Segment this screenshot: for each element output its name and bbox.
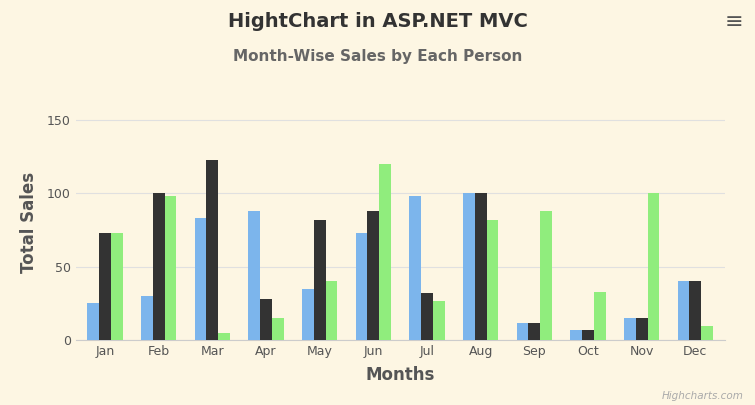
Bar (272, 318, 284, 340)
Bar (689, 281, 701, 340)
Bar (624, 318, 636, 340)
Bar (314, 220, 325, 340)
Bar (218, 333, 230, 340)
Bar (594, 292, 606, 340)
Bar (570, 330, 582, 340)
Bar (636, 318, 648, 340)
Bar (356, 233, 368, 340)
Bar (302, 289, 314, 340)
Bar (206, 160, 218, 340)
Bar (648, 194, 659, 340)
Bar (528, 322, 541, 340)
Text: Highcharts.com: Highcharts.com (662, 391, 744, 401)
Bar (368, 211, 379, 340)
Bar (463, 194, 475, 340)
Bar (165, 196, 177, 340)
Bar (260, 299, 272, 340)
Bar (325, 281, 337, 340)
Bar (421, 293, 433, 340)
Bar (409, 196, 421, 340)
Bar (582, 330, 594, 340)
Bar (153, 194, 165, 340)
Y-axis label: Total Sales: Total Sales (20, 172, 39, 273)
Bar (379, 164, 391, 340)
Text: ≡: ≡ (725, 12, 744, 32)
Bar (88, 303, 99, 340)
Text: HightChart in ASP.NET MVC: HightChart in ASP.NET MVC (227, 12, 528, 31)
Text: Month-Wise Sales by Each Person: Month-Wise Sales by Each Person (233, 49, 522, 64)
Bar (248, 211, 260, 340)
Bar (99, 233, 111, 340)
Bar (141, 296, 153, 340)
X-axis label: Months: Months (365, 367, 435, 384)
Bar (195, 218, 206, 340)
Bar (433, 301, 445, 340)
Bar (111, 233, 123, 340)
Bar (475, 194, 486, 340)
Bar (701, 326, 713, 340)
Bar (677, 281, 689, 340)
Bar (516, 322, 528, 340)
Bar (486, 220, 498, 340)
Bar (541, 211, 552, 340)
